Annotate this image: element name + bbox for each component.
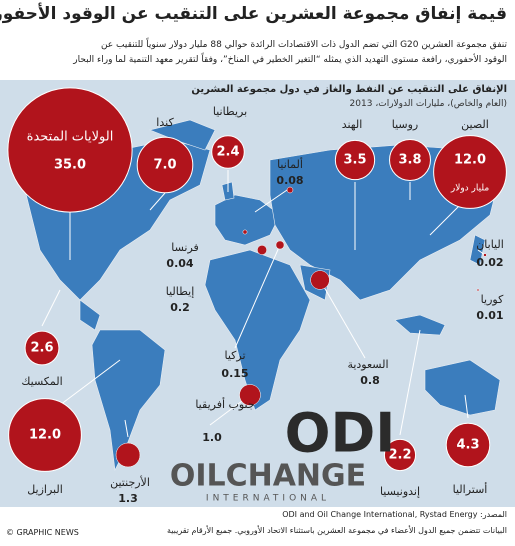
country-label: بريطانيا	[213, 105, 247, 118]
value-label: 0.8	[360, 374, 380, 387]
bubble	[115, 442, 141, 468]
value-label: 35.0	[54, 158, 86, 173]
intro-line: تنفق مجموعة العشرين G20 التي تضم الدول ذ…	[100, 40, 507, 50]
leader-lines	[41, 170, 486, 438]
country-label: الصين	[461, 118, 489, 131]
value-label: 12.0	[29, 428, 61, 443]
value-label: 0.2	[170, 301, 190, 314]
chart-subtitle: (العام والخاص)، مليارات الدولارات، 2013	[349, 99, 507, 109]
value-label: 2.2	[388, 448, 411, 463]
credit: © GRAPHIC NEWS	[6, 528, 79, 537]
country-label: كندا	[156, 116, 174, 129]
value-label: 0.01	[476, 309, 503, 322]
country-label: اليابان	[476, 238, 504, 251]
bubble	[7, 87, 133, 213]
value-label: 1.0	[202, 431, 222, 444]
bubble	[211, 135, 245, 169]
country-label: السعودية	[347, 358, 388, 371]
country-label: روسيا	[392, 118, 419, 131]
value-label: 1.3	[118, 492, 138, 505]
note: البيانات تتضمن جميع الدول الأعضاء في مجم…	[166, 526, 507, 535]
source: المصدر: ODI and Oil Change International…	[282, 510, 507, 519]
country-label: الأرجنتين	[110, 475, 150, 489]
value-label: 0.15	[221, 367, 248, 380]
logo-oilchange: OILCHANGE	[170, 459, 366, 494]
bubble	[286, 186, 294, 194]
bubble	[24, 330, 60, 366]
bubble	[433, 135, 507, 209]
bubble	[136, 136, 194, 194]
country-label: أستراليا	[453, 482, 488, 496]
value-label: 3.5	[343, 153, 366, 168]
bubble	[257, 245, 267, 255]
value-label: 0.08	[276, 174, 303, 187]
country-label: المكسيك	[21, 375, 62, 388]
country-label: كوريا	[481, 293, 504, 306]
bubble	[239, 384, 261, 406]
bubble	[275, 240, 285, 250]
bubbles: الولايات المتحدة 35.0 كندا 7.0 بريطانيا 2.4 أل…	[7, 87, 507, 505]
unit-label: مليار دولار	[450, 184, 489, 194]
country-label: تركيا	[224, 349, 245, 362]
country-label: البرازيل	[27, 483, 63, 496]
country-label: الولايات المتحدة	[27, 130, 114, 145]
title: قيمة إنفاق مجموعة العشرين على التنقيب عن…	[0, 4, 507, 24]
logo-international: INTERNATIONAL	[206, 494, 330, 504]
country-label: فرنسا	[171, 241, 199, 254]
value-label: 4.3	[456, 438, 479, 453]
value-label: 0.02	[476, 256, 503, 269]
bubble	[8, 398, 82, 472]
bubble	[242, 229, 248, 235]
bubble	[310, 270, 330, 290]
bubble	[334, 139, 376, 181]
bubble	[389, 139, 431, 181]
value-label: 0.04	[166, 257, 193, 270]
country-label: ألمانيا	[277, 157, 303, 171]
bubble	[483, 253, 487, 257]
intro-line: الوقود الأحفوري، رافعة مستوى التهديد الذ…	[73, 55, 507, 65]
country-label: جنوب أفريقيا	[195, 397, 254, 411]
value-label: 7.0	[153, 158, 176, 173]
value-label: 3.8	[398, 153, 421, 168]
bubble	[476, 288, 480, 292]
logo-odi: ODI	[285, 402, 396, 465]
bubble	[445, 422, 491, 468]
country-label: الهند	[342, 118, 363, 131]
value-label: 2.4	[216, 145, 239, 160]
country-label: إندونيسيا	[380, 485, 420, 498]
bubble	[383, 438, 417, 472]
value-label: 12.0	[454, 153, 486, 168]
chart-title: الإنفاق على التنقيب عن النفط والغاز في د…	[191, 84, 507, 95]
value-label: 2.6	[30, 341, 53, 356]
country-label: إيطاليا	[166, 285, 195, 298]
